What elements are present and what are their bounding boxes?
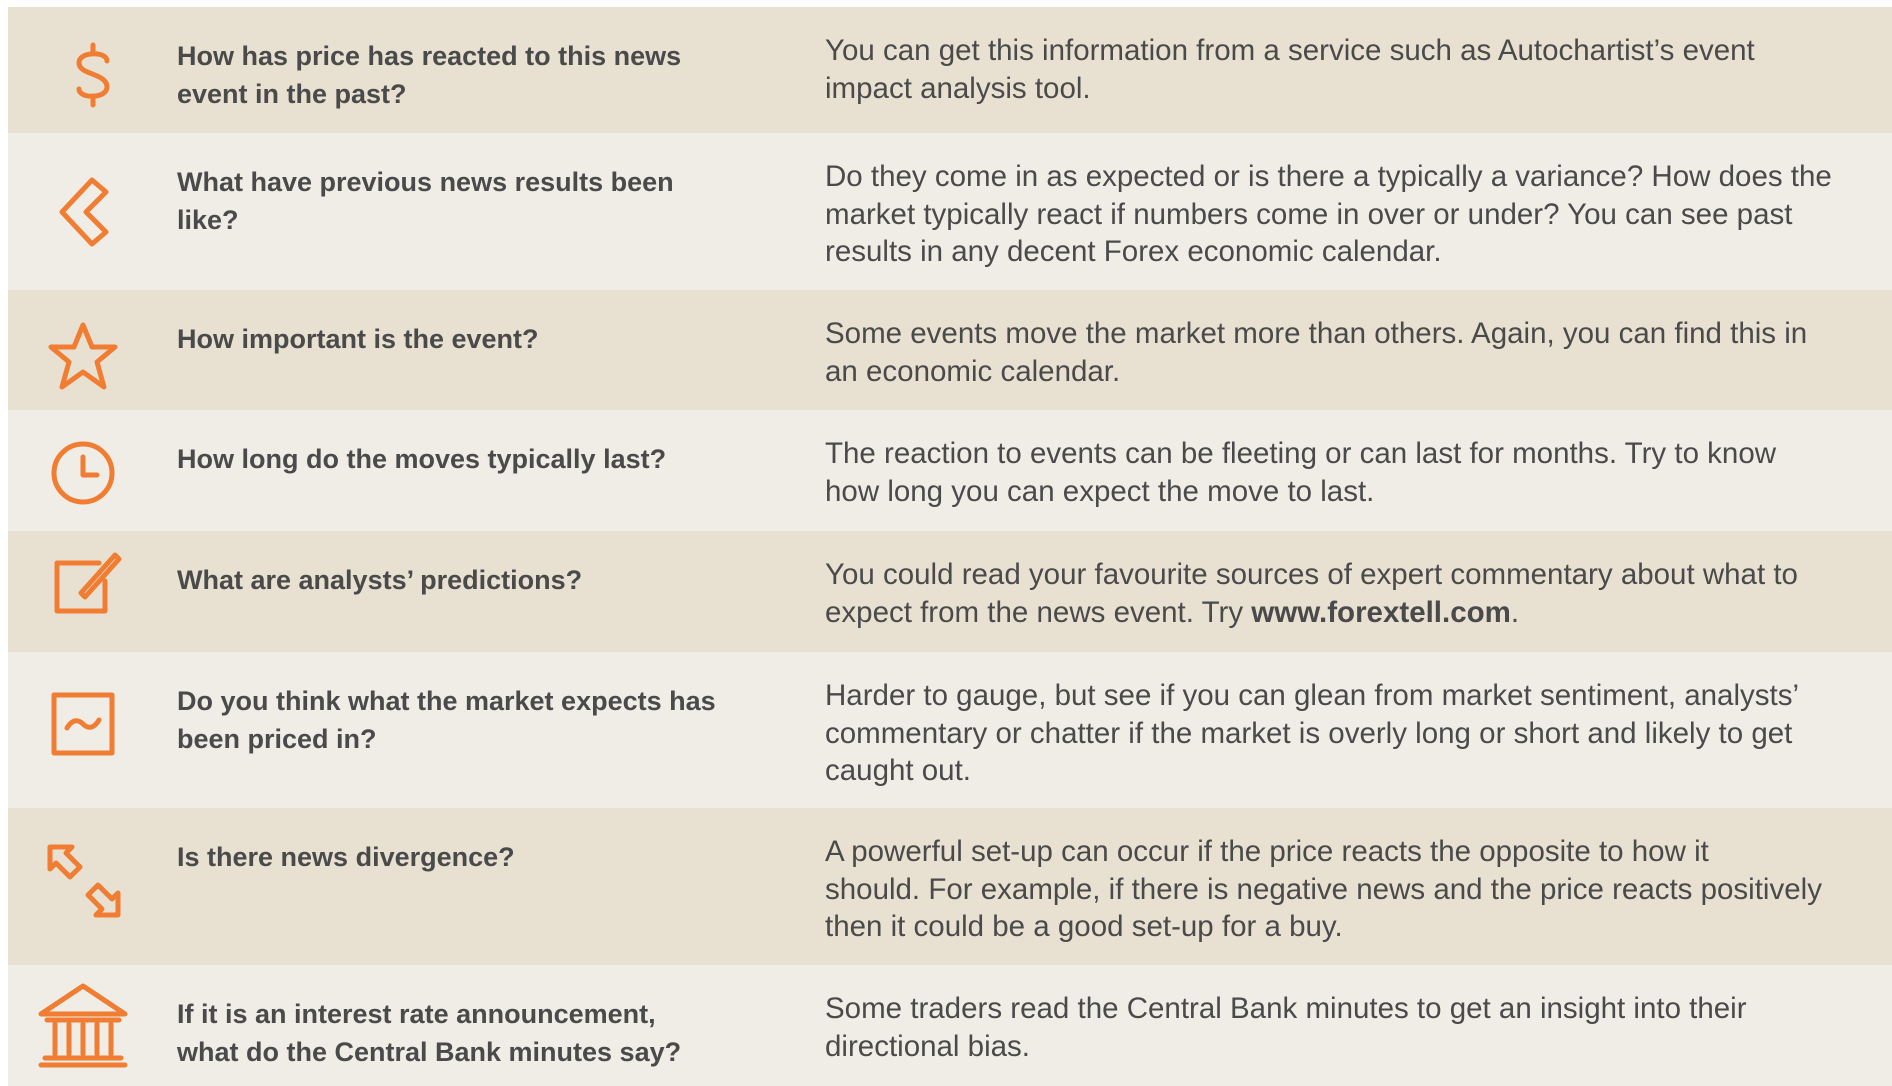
question-line: been priced in?: [177, 724, 377, 754]
answer-line: impact analysis tool.: [825, 71, 1091, 105]
answer-line: The reaction to events can be fleeting o…: [825, 437, 1777, 470]
answer-text: expect from the news event. Try: [825, 595, 1252, 629]
chevron-icon: [59, 177, 109, 247]
arrows-icon: [47, 844, 121, 918]
bank-icon: [38, 983, 128, 1068]
question-line: How has price has reacted to this news: [177, 41, 682, 71]
answer: Some events move the market more than ot…: [825, 315, 1807, 390]
answer-line: market typically react if numbers come i…: [825, 197, 1793, 231]
question-line: How important is the event?: [177, 324, 539, 354]
answer-line: Some traders read the Central Bank minut…: [825, 992, 1747, 1025]
star-icon: [48, 322, 118, 390]
answer-line: Some events move the market more than ot…: [825, 317, 1808, 350]
answer-line: how long you can expect the move to last…: [825, 474, 1375, 508]
question: How has price has reacted to this news ev…: [177, 37, 681, 113]
question-line: What are analysts’ predictions?: [177, 565, 583, 595]
question-line: If it is an interest rate announcement,: [177, 999, 656, 1029]
question: Is there news divergence?: [177, 838, 515, 876]
table-row: How long do the moves typically last? The…: [8, 410, 1892, 531]
table-row: Is there news divergence? A powerful set-…: [8, 808, 1892, 965]
table-row: How has price has reacted to this news ev…: [8, 7, 1892, 133]
answer: Some traders read the Central Bank minut…: [825, 990, 1747, 1065]
answer-line: results in any decent Forex economic cal…: [825, 235, 1442, 268]
edit-icon: [54, 552, 122, 614]
dollar-icon: [76, 42, 110, 108]
answer-text: .: [1510, 595, 1520, 629]
question: What have previous news results been like…: [177, 163, 674, 239]
table-row: What have previous news results been like…: [8, 133, 1892, 290]
question-line: like?: [177, 205, 239, 235]
answer-line: commentary or chatter if the market is o…: [825, 716, 1793, 750]
answer: You could read your favourite sources of…: [825, 556, 1798, 631]
question-line: Is there news divergence?: [177, 842, 515, 872]
question-line: event in the past?: [177, 79, 407, 109]
answer-line: an economic calendar.: [825, 354, 1121, 388]
link: www.forextell.com: [1251, 595, 1511, 629]
question: How important is the event?: [177, 320, 539, 358]
answer: The reaction to events can be fleeting o…: [825, 435, 1776, 510]
table-row: Do you think what the market expects has…: [8, 652, 1892, 808]
question-line: what do the Central Bank minutes say?: [177, 1037, 682, 1067]
answer-line: You can get this information from a serv…: [825, 34, 1755, 67]
question-line: Do you think what the market expects has: [177, 686, 716, 716]
answer-line: should. For example, if there is negativ…: [825, 872, 1822, 906]
answer: Do they come in as expected or is there …: [825, 158, 1832, 271]
clock-icon: [51, 441, 115, 505]
question: How long do the moves typically last?: [177, 440, 666, 478]
table-row: What are analysts’ predictions? You could…: [8, 531, 1892, 652]
answer-line: directional bias.: [825, 1029, 1030, 1063]
answer-line: caught out.: [825, 754, 971, 787]
question: If it is an interest rate announcement, w…: [177, 995, 681, 1071]
chart-icon: [51, 692, 115, 756]
answer-line: then it could be a good set-up for a buy…: [825, 910, 1343, 943]
table-row: How important is the event? Some events m…: [8, 290, 1892, 410]
answer-line: Harder to gauge, but see if you can glea…: [825, 679, 1800, 712]
table-row: If it is an interest rate announcement, w…: [8, 965, 1892, 1086]
answer-line: expect from the news event. Try www.fore…: [825, 594, 1798, 632]
answer: Harder to gauge, but see if you can glea…: [825, 677, 1799, 790]
answer-line: You could read your favourite sources of…: [825, 558, 1798, 591]
answer-line: A powerful set-up can occur if the price…: [825, 835, 1709, 868]
question-line: What have previous news results been: [177, 167, 674, 197]
question: What are analysts’ predictions?: [177, 561, 582, 599]
answer: A powerful set-up can occur if the price…: [825, 833, 1822, 946]
question-line: How long do the moves typically last?: [177, 444, 667, 474]
question: Do you think what the market expects has…: [177, 682, 716, 758]
answer: You can get this information from a serv…: [825, 32, 1755, 107]
answer-line: Do they come in as expected or is there …: [825, 160, 1832, 193]
